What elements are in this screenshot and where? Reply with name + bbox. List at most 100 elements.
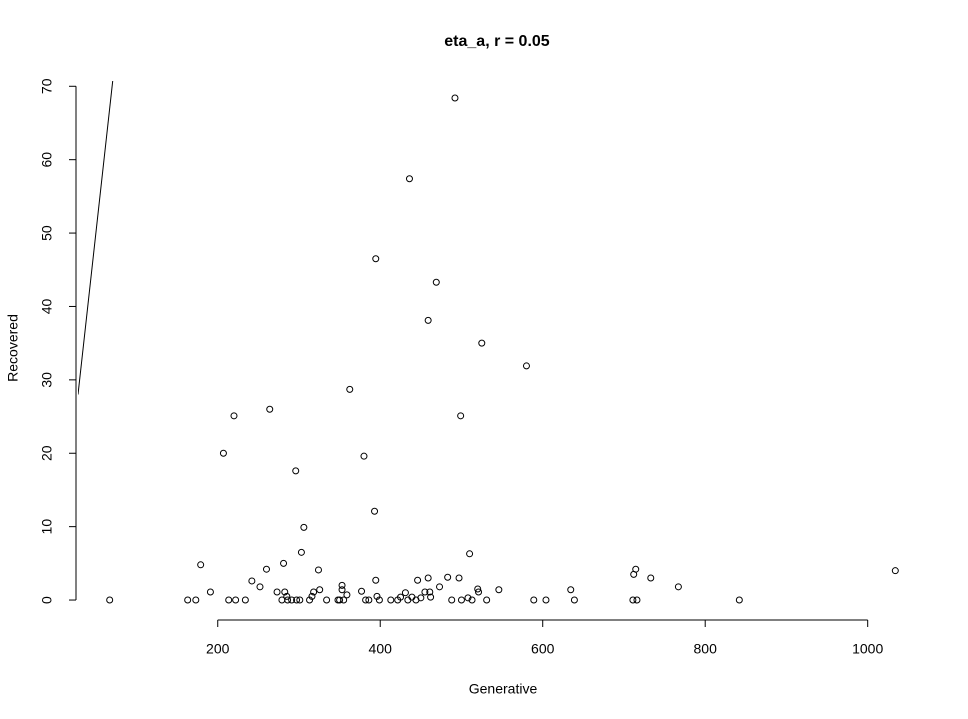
point — [360, 452, 368, 460]
point — [448, 596, 456, 604]
y-tick-label: 60 — [39, 152, 55, 168]
y-tick-label: 70 — [39, 78, 55, 94]
point — [314, 566, 322, 574]
point — [262, 565, 270, 573]
point — [292, 467, 300, 475]
point — [248, 577, 256, 585]
point — [426, 588, 434, 596]
y-tick-label: 40 — [39, 298, 55, 314]
point — [457, 596, 465, 604]
point — [338, 581, 346, 589]
point — [281, 588, 289, 596]
x-tick-label: 400 — [369, 641, 393, 657]
y-tick-label: 30 — [39, 372, 55, 388]
point — [372, 255, 380, 263]
point — [421, 588, 429, 596]
point — [293, 596, 301, 604]
point — [241, 596, 249, 604]
x-tick-label: 600 — [531, 641, 555, 657]
point — [674, 583, 682, 591]
point — [457, 412, 465, 420]
point — [397, 593, 405, 601]
point — [288, 596, 296, 604]
point — [444, 573, 452, 581]
x-tick-label: 800 — [694, 641, 718, 657]
point — [404, 596, 412, 604]
point — [283, 592, 291, 600]
point — [310, 588, 318, 596]
point — [475, 588, 483, 596]
x-tick-label: 200 — [206, 641, 230, 657]
point — [280, 559, 288, 567]
point — [106, 596, 114, 604]
point — [478, 339, 486, 347]
point — [474, 585, 482, 593]
point — [232, 596, 240, 604]
y-tick-label: 10 — [39, 519, 55, 535]
point — [256, 583, 264, 591]
point — [266, 405, 274, 413]
point — [206, 588, 214, 596]
point — [405, 175, 413, 183]
point — [408, 593, 416, 601]
point — [184, 596, 192, 604]
point — [225, 596, 233, 604]
identity-line — [78, 81, 114, 395]
point — [197, 561, 205, 569]
point — [371, 507, 379, 515]
point — [297, 548, 305, 556]
x-axis-label: Generative — [469, 681, 538, 697]
point — [192, 596, 200, 604]
point — [343, 591, 351, 599]
point — [466, 550, 474, 558]
point — [284, 596, 292, 604]
point — [464, 594, 472, 602]
point — [372, 576, 380, 584]
point — [375, 596, 383, 604]
point — [316, 586, 324, 594]
point — [633, 596, 641, 604]
point — [432, 278, 440, 286]
point — [542, 596, 550, 604]
point — [230, 412, 238, 420]
point — [346, 385, 354, 393]
y-tick-label: 0 — [39, 596, 55, 604]
point — [219, 449, 227, 457]
point — [530, 596, 538, 604]
point — [387, 596, 395, 604]
point — [629, 596, 637, 604]
point — [414, 576, 422, 584]
point — [483, 596, 491, 604]
point — [570, 596, 578, 604]
point — [340, 596, 348, 604]
point — [417, 594, 425, 602]
point — [358, 587, 366, 595]
y-tick-label: 50 — [39, 225, 55, 241]
point — [891, 567, 899, 575]
point — [424, 574, 432, 582]
x-tick-label: 1000 — [852, 641, 883, 657]
point — [436, 583, 444, 591]
point — [424, 316, 432, 324]
point — [373, 592, 381, 600]
point — [522, 362, 530, 370]
point — [296, 596, 304, 604]
point — [567, 586, 575, 594]
point — [323, 596, 331, 604]
point — [495, 586, 503, 594]
point — [401, 589, 409, 597]
point — [273, 588, 281, 596]
point — [632, 565, 640, 573]
point — [338, 586, 346, 594]
point — [306, 596, 314, 604]
point — [451, 94, 459, 102]
point — [308, 592, 316, 600]
point — [468, 596, 476, 604]
point — [455, 574, 463, 582]
point — [362, 596, 370, 604]
y-axis-label: Recovered — [5, 314, 21, 382]
point — [300, 523, 308, 531]
point — [735, 596, 743, 604]
